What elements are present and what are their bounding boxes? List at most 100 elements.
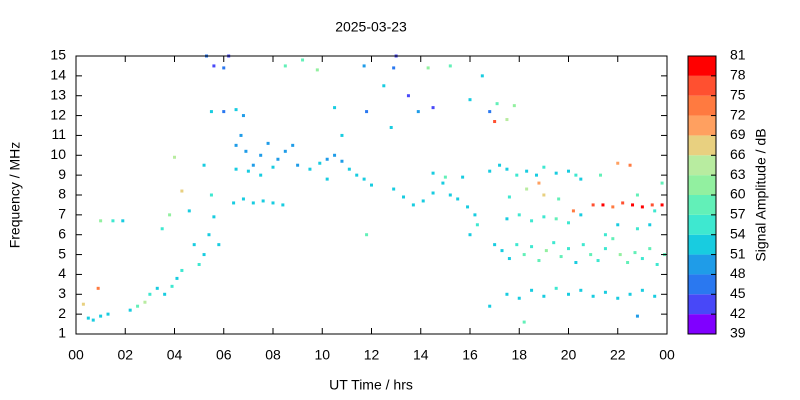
- data-point: [232, 201, 236, 205]
- colorbar-tick-label: 66: [730, 146, 746, 162]
- data-point: [493, 243, 497, 247]
- data-point: [628, 292, 632, 296]
- colorbar-label: Signal Amplitude / dB: [753, 128, 769, 261]
- data-point: [261, 199, 265, 203]
- data-point: [633, 251, 637, 255]
- colorbar-tick-label: 45: [730, 285, 746, 301]
- data-point: [601, 203, 605, 207]
- x-tick-label: 08: [265, 347, 281, 363]
- data-point: [340, 133, 344, 137]
- data-point: [318, 161, 322, 165]
- data-point: [202, 253, 206, 257]
- data-point: [234, 108, 238, 112]
- data-point: [603, 247, 607, 251]
- data-point: [500, 249, 504, 253]
- data-point: [443, 175, 447, 179]
- data-point: [512, 104, 516, 108]
- y-tick-label: 15: [50, 47, 66, 63]
- data-point: [431, 106, 435, 110]
- data-point: [163, 292, 167, 296]
- data-point: [574, 261, 578, 265]
- colorbar-band: [688, 135, 716, 156]
- x-tick-label: 12: [364, 347, 380, 363]
- data-point: [525, 187, 529, 191]
- data-point: [217, 243, 221, 247]
- y-tick-label: 12: [50, 106, 66, 122]
- data-point: [579, 288, 583, 292]
- data-point: [192, 243, 196, 247]
- data-point: [488, 169, 492, 173]
- data-point: [91, 318, 95, 322]
- data-point: [631, 203, 635, 207]
- data-point: [567, 169, 570, 173]
- data-point: [234, 167, 238, 171]
- colorbar-tick-label: 39: [730, 325, 746, 341]
- data-point: [635, 314, 639, 318]
- data-point: [574, 173, 578, 177]
- data-point: [488, 110, 492, 114]
- data-point: [626, 261, 630, 265]
- data-point: [333, 153, 337, 157]
- colorbar-tick-label: 69: [730, 126, 746, 142]
- data-point: [461, 175, 465, 179]
- data-point: [168, 213, 172, 217]
- data-point: [505, 118, 509, 122]
- data-point: [291, 143, 295, 147]
- data-point: [448, 64, 452, 68]
- data-point: [244, 149, 248, 153]
- data-point: [660, 203, 664, 207]
- data-point: [567, 247, 570, 251]
- data-point: [635, 193, 639, 197]
- data-point: [406, 94, 410, 98]
- data-point: [148, 292, 152, 296]
- data-point: [315, 68, 319, 72]
- data-point: [160, 227, 164, 231]
- data-point: [530, 288, 534, 292]
- data-point: [591, 203, 595, 207]
- colorbar-tick-label: 48: [730, 265, 746, 281]
- data-point: [581, 243, 585, 247]
- data-point: [271, 201, 275, 205]
- data-point: [495, 102, 499, 106]
- data-point: [136, 304, 140, 308]
- data-point: [559, 255, 563, 259]
- data-point: [473, 213, 477, 217]
- data-point: [557, 197, 561, 201]
- y-tick-label: 9: [58, 166, 66, 182]
- data-point: [283, 149, 287, 153]
- data-point: [246, 169, 250, 173]
- x-tick-label: 10: [314, 347, 330, 363]
- data-point: [616, 223, 620, 227]
- data-point: [542, 165, 546, 169]
- data-point: [488, 304, 492, 308]
- data-point: [515, 173, 519, 177]
- data-point: [362, 64, 366, 68]
- data-point: [650, 203, 654, 207]
- data-point: [143, 300, 147, 304]
- data-point: [251, 201, 255, 205]
- colorbar-band: [688, 234, 716, 255]
- data-point: [121, 219, 125, 223]
- data-point: [628, 163, 632, 167]
- y-tick-label: 8: [58, 186, 66, 202]
- data-point: [271, 165, 275, 169]
- y-tick-label: 1: [58, 325, 66, 341]
- points: [81, 54, 667, 324]
- data-point: [170, 284, 174, 288]
- data-point: [296, 163, 300, 167]
- data-point: [517, 296, 521, 300]
- data-point: [616, 296, 620, 300]
- data-point: [507, 195, 511, 199]
- colorbar-band: [688, 274, 716, 295]
- data-point: [276, 157, 280, 161]
- data-point: [411, 203, 415, 207]
- x-tick-label: 22: [610, 347, 626, 363]
- data-point: [99, 314, 103, 318]
- data-point: [389, 125, 393, 129]
- y-tick-label: 11: [51, 126, 66, 142]
- data-point: [402, 195, 406, 199]
- data-point: [173, 155, 176, 159]
- colorbar-band: [688, 75, 716, 96]
- data-point: [505, 217, 509, 221]
- data-point: [542, 215, 546, 219]
